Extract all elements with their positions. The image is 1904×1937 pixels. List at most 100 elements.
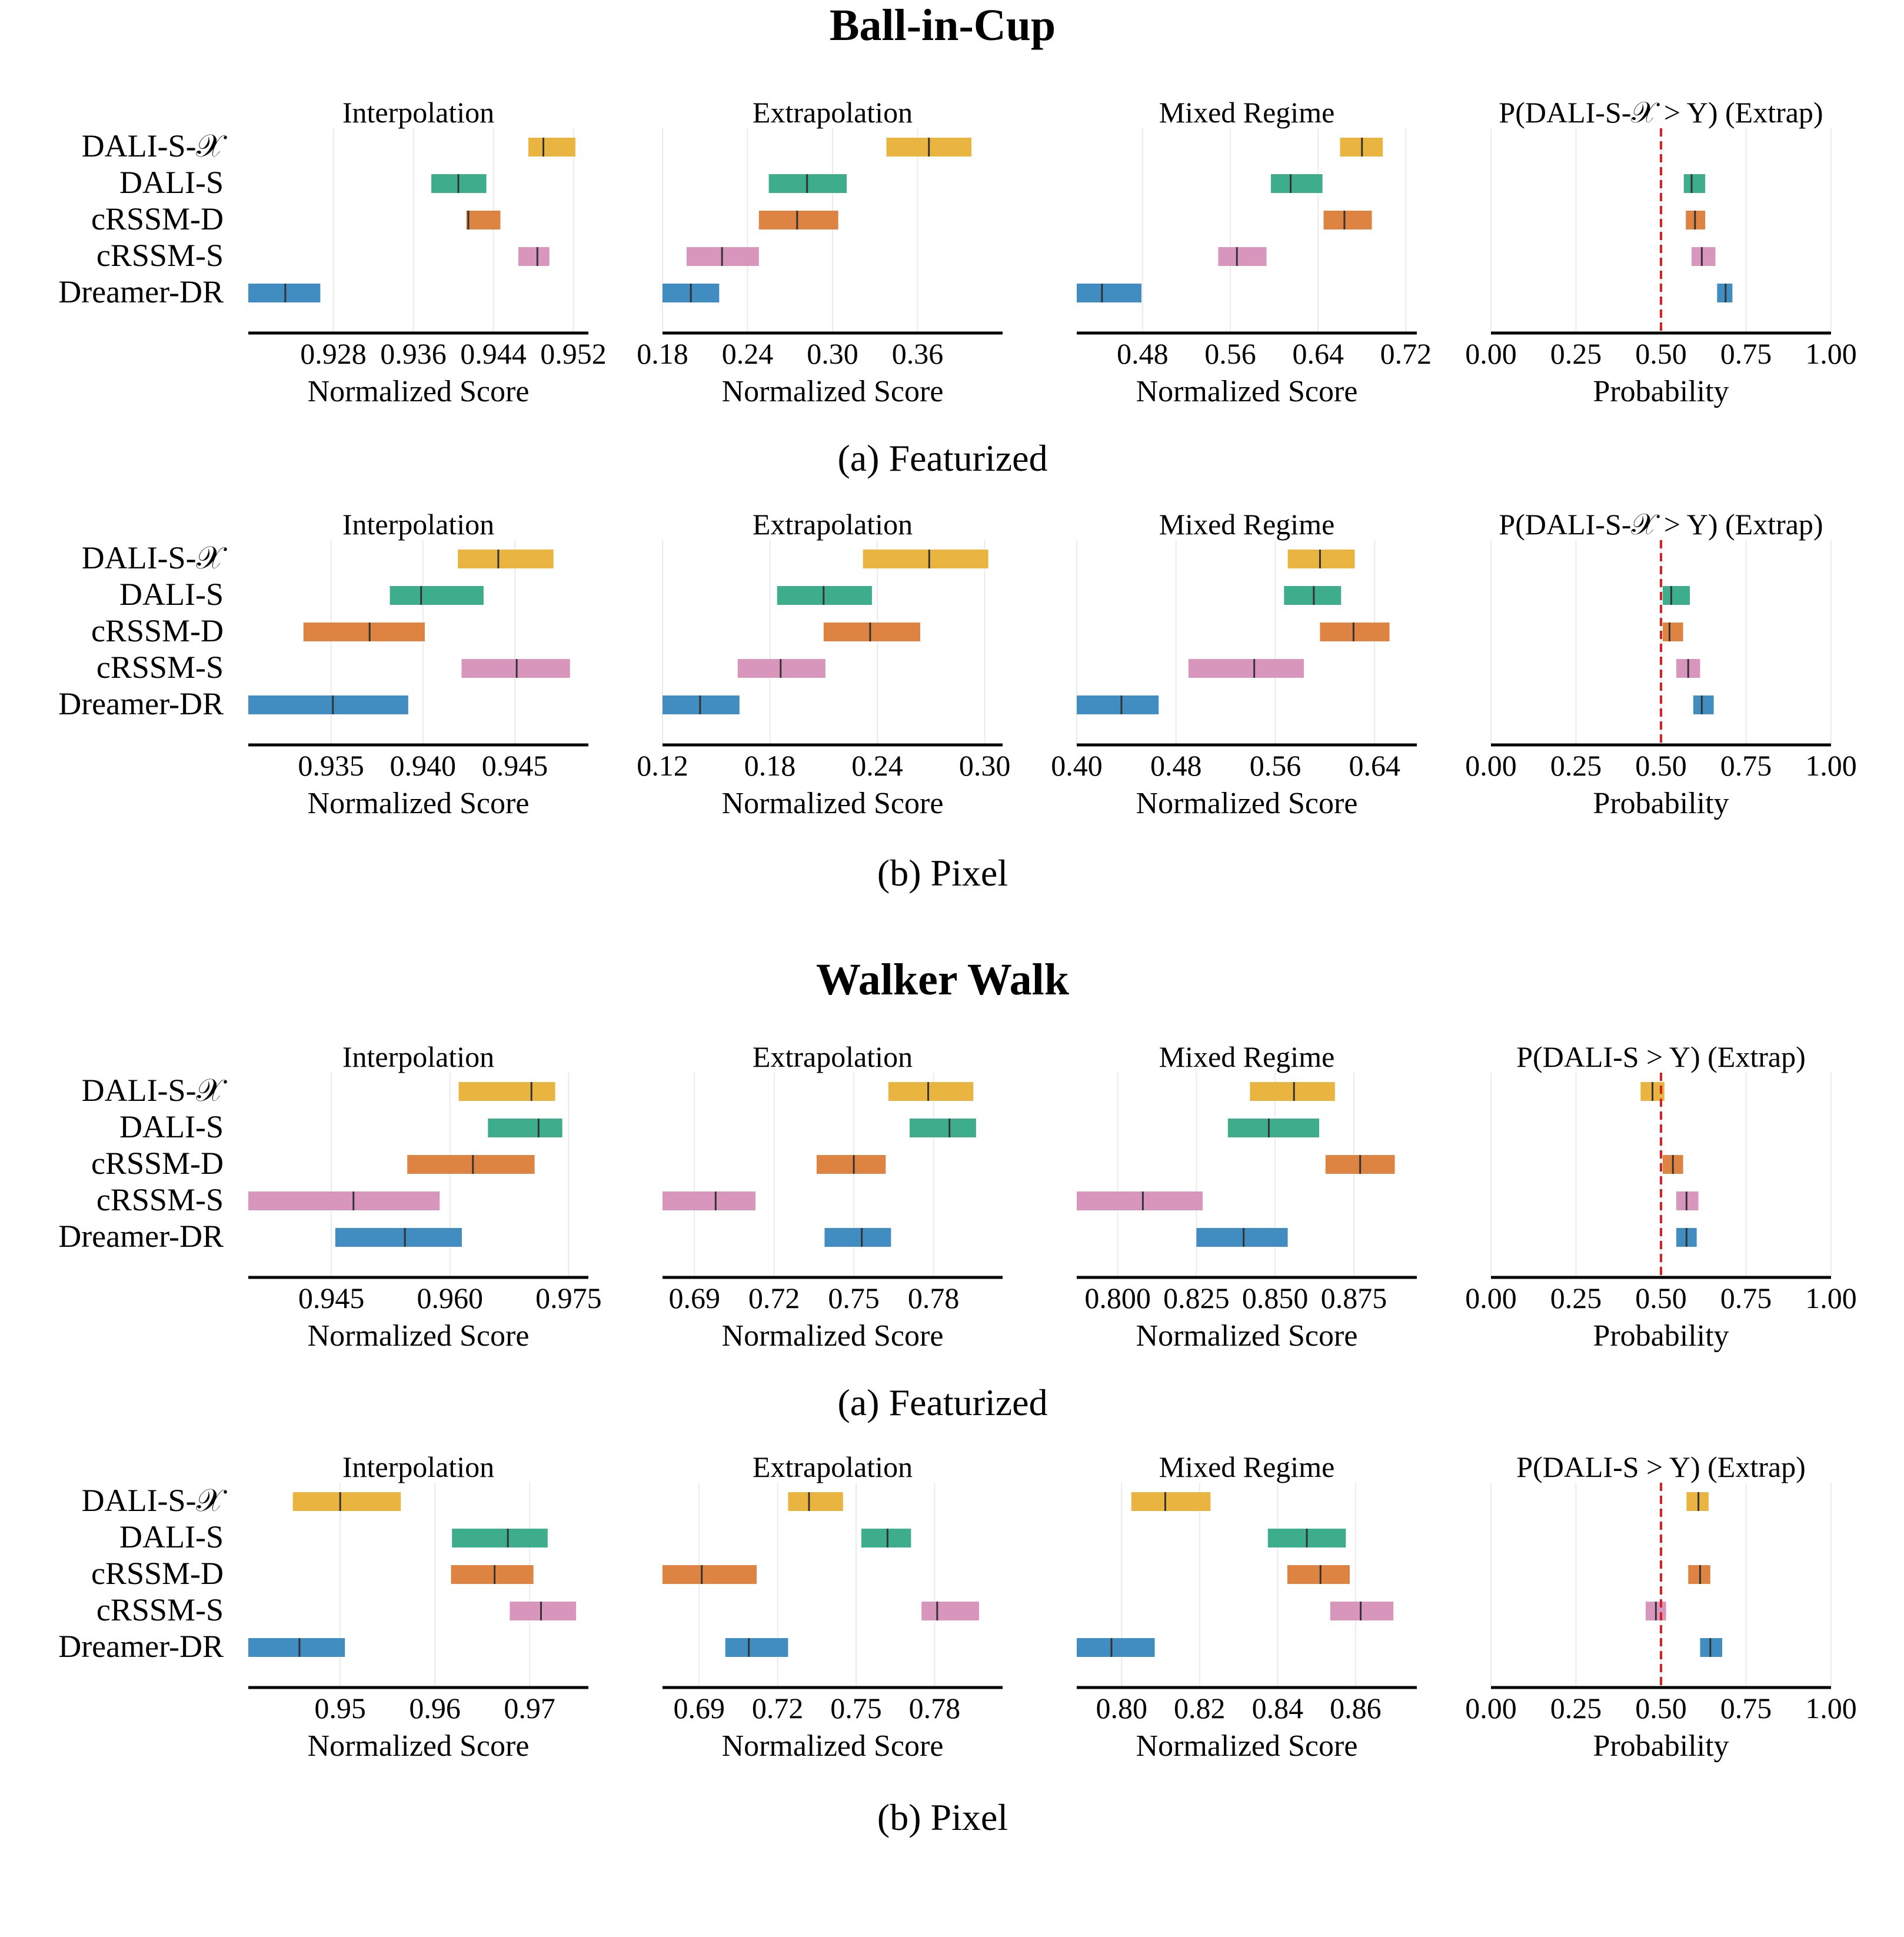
axis-label: Normalized Score: [308, 1729, 530, 1763]
interval-bar: [292, 1492, 401, 1511]
tick-label: 0.952: [540, 337, 607, 370]
panel-title: Extrapolation: [753, 1040, 913, 1073]
interval-bar: [466, 211, 501, 229]
panel-title: Interpolation: [342, 96, 494, 129]
panel: P(DALI-S-𝒳 > Y) (Extrap) 0.00 0.25 0.50 0.75…: [1465, 508, 1857, 820]
tick-label: 0.12: [637, 749, 688, 782]
tick-label: 0.86: [1330, 1692, 1382, 1725]
axis-label: Normalized Score: [1136, 375, 1358, 408]
panel-title: P(DALI-S-𝒳 > Y) (Extrap): [1499, 508, 1823, 541]
tick-label: 0.25: [1550, 749, 1602, 782]
panel: P(DALI-S > Y) (Extrap) 0.00 0.25 0.50 0.75 1.…: [1465, 1040, 1857, 1353]
interval-bar: [1250, 1082, 1335, 1101]
row-caption: (b) Pixel: [877, 1796, 1008, 1838]
interval-bar: [863, 550, 988, 568]
tick-label: 0.82: [1174, 1692, 1226, 1725]
tick-label: 0.72: [748, 1282, 800, 1314]
axis-label: Normalized Score: [308, 1319, 530, 1353]
interval-bar: [1284, 586, 1342, 605]
panel: Extrapolation 0.69 0.72 0.75 0.78 Normalized …: [663, 1450, 1003, 1763]
interval-bar: [1131, 1492, 1211, 1511]
interval-bar: [1287, 550, 1355, 568]
method-label: DALI-S-𝒳: [82, 1073, 228, 1108]
interval-bar: [458, 550, 554, 568]
axis-label: Normalized Score: [308, 787, 530, 820]
panel-title: Mixed Regime: [1159, 508, 1335, 541]
tick-label: 1.00: [1805, 1692, 1857, 1725]
tick-label: 0.48: [1117, 337, 1169, 370]
panel: Interpolation 0.95 0.96 0.97 Normalized Scor…: [248, 1450, 588, 1763]
panel-title: Mixed Regime: [1159, 96, 1335, 129]
tick-label: 0.36: [892, 337, 944, 370]
tick-label: 0.18: [637, 337, 688, 370]
figure-title: Ball-in-Cup: [830, 1, 1056, 50]
tick-label: 0.875: [1321, 1282, 1387, 1314]
interval-bar: [1077, 284, 1142, 302]
tick-label: 0.75: [1720, 1282, 1772, 1314]
interval-bar: [725, 1638, 788, 1657]
panel-title: Interpolation: [342, 508, 494, 541]
tick-label: 0.48: [1150, 749, 1202, 782]
interval-bar: [1196, 1228, 1288, 1247]
tick-label: 0.56: [1204, 337, 1256, 370]
tick-label: 0.75: [1720, 749, 1772, 782]
tick-label: 0.50: [1635, 749, 1687, 782]
interval-bar: [861, 1529, 911, 1547]
panel: P(DALI-S > Y) (Extrap) 0.00 0.25 0.50 0.75 1.…: [1465, 1450, 1857, 1763]
panel-title: Extrapolation: [753, 508, 913, 541]
method-label: cRSSM-S: [96, 1592, 224, 1628]
method-label: Dreamer-DR: [58, 1629, 224, 1664]
axis-label: Normalized Score: [1136, 1319, 1358, 1353]
interval-bar: [1692, 247, 1716, 266]
axis-label: Normalized Score: [308, 375, 530, 408]
interval-bar: [335, 1228, 462, 1247]
tick-label: 0.50: [1635, 1282, 1687, 1314]
tick-label: 1.00: [1805, 337, 1857, 370]
interval-bar: [663, 1192, 756, 1210]
interval-bar: [921, 1602, 979, 1620]
tick-label: 0.50: [1635, 1692, 1687, 1725]
interval-bar: [888, 1082, 974, 1101]
axis-label: Probability: [1593, 1319, 1729, 1353]
tick-label: 0.25: [1550, 1282, 1602, 1314]
axis-label: Probability: [1593, 1729, 1729, 1763]
tick-label: 0.78: [909, 1692, 961, 1725]
method-label: DALI-S: [119, 1519, 224, 1555]
interval-bar: [407, 1155, 535, 1174]
interval-bar: [248, 1192, 440, 1210]
method-label: cRSSM-S: [96, 238, 224, 273]
interval-bar: [488, 1119, 562, 1137]
axis-label: Normalized Score: [722, 375, 944, 408]
interval-bar: [1077, 1192, 1203, 1210]
panel-title: Interpolation: [342, 1450, 494, 1483]
interval-bar: [1323, 211, 1372, 229]
row-caption: (a) Featurized: [837, 437, 1047, 479]
axis-label: Normalized Score: [722, 787, 944, 820]
interval-bar: [1320, 623, 1390, 641]
row-caption: (b) Pixel: [877, 852, 1008, 894]
interval-bar: [451, 1565, 534, 1584]
tick-label: 0.975: [535, 1282, 602, 1314]
interval-bar: [518, 247, 550, 266]
interval-bar: [303, 623, 425, 641]
tick-label: 0.50: [1635, 337, 1687, 370]
interval-bar: [1227, 1119, 1320, 1137]
panel: Extrapolation 0.18 0.24 0.30 0.36 Normalized …: [637, 96, 1003, 408]
interval-bar: [823, 623, 921, 641]
panel-title: P(DALI-S > Y) (Extrap): [1516, 1450, 1806, 1483]
method-label: cRSSM-D: [91, 201, 224, 237]
method-label: DALI-S-𝒳: [82, 128, 228, 164]
tick-label: 0.00: [1465, 749, 1517, 782]
interval-bar: [1330, 1602, 1394, 1620]
row-caption: (a) Featurized: [837, 1382, 1047, 1423]
tick-label: 0.18: [744, 749, 796, 782]
panel-title: Mixed Regime: [1159, 1450, 1335, 1483]
tick-label: 0.56: [1250, 749, 1301, 782]
interval-bar: [1662, 623, 1683, 641]
